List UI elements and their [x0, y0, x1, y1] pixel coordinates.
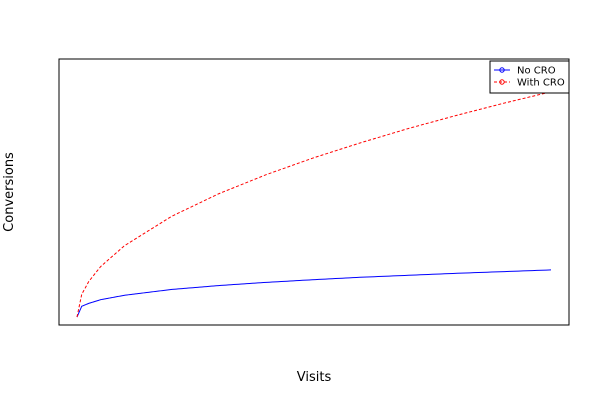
plot-frame — [58, 58, 570, 326]
plot-area-group — [76, 91, 552, 318]
legend-label: With CRO — [517, 78, 565, 89]
series-line-no-cro — [76, 269, 552, 318]
legend-marker — [499, 79, 505, 85]
series-line-with-cro — [76, 91, 552, 318]
legend-marker — [499, 67, 505, 73]
legend-box — [489, 60, 570, 94]
x-axis-label: Visits — [297, 370, 332, 385]
y-axis-label: Conversions — [2, 152, 17, 232]
legend-label: No CRO — [517, 66, 556, 77]
